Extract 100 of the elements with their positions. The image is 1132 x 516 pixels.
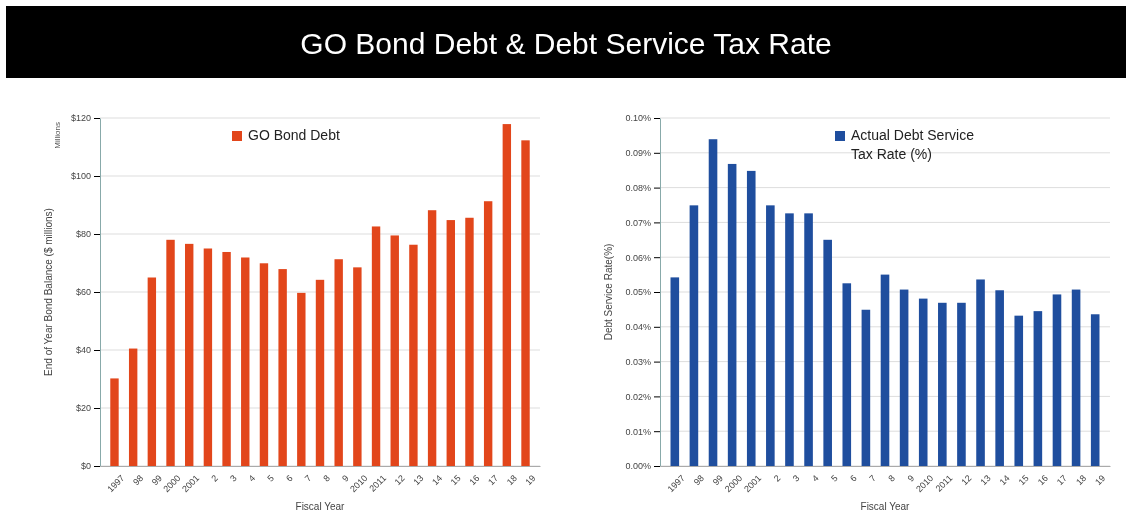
x-tick-label: 16 — [467, 472, 482, 488]
bar — [185, 243, 194, 466]
bar — [502, 124, 512, 466]
bar — [521, 140, 530, 466]
y-tick-label: 0.01% — [625, 426, 651, 437]
x-tick-label: 19 — [1093, 472, 1108, 488]
bar — [670, 277, 680, 466]
bar — [1052, 294, 1062, 466]
x-tick-label: 9 — [905, 472, 917, 484]
x-tick-label: 6 — [284, 472, 295, 484]
x-tick-label: 7 — [867, 472, 878, 484]
bar — [110, 378, 119, 466]
bar — [1090, 314, 1100, 466]
legend-label: Actual Debt Service Tax Rate (%) — [851, 127, 975, 162]
y-tick-label: $80 — [75, 229, 91, 240]
x-tick-label: 17 — [486, 472, 501, 488]
y-tick-label: $100 — [70, 171, 91, 182]
bar — [128, 348, 138, 466]
bar — [390, 235, 399, 466]
bar — [297, 292, 306, 466]
x-tick-label: 4 — [810, 472, 821, 484]
legend-label: GO Bond Debt — [248, 127, 340, 143]
bar — [427, 210, 437, 466]
bar — [995, 290, 1004, 466]
x-tick-label: 15 — [448, 472, 463, 488]
bar — [861, 309, 871, 466]
bar — [1071, 289, 1081, 466]
bar — [166, 239, 175, 466]
bar — [804, 213, 813, 466]
bar — [766, 205, 775, 466]
x-tick-label: 14 — [997, 472, 1012, 488]
bar — [222, 251, 231, 466]
bar — [689, 205, 699, 466]
bar — [918, 298, 928, 466]
bar — [823, 239, 832, 466]
y-tick-label: 0.00% — [625, 461, 651, 472]
y-tick-label: 0.03% — [625, 356, 651, 367]
x-tick-label: 7 — [302, 472, 314, 484]
x-tick-label: 2 — [771, 472, 783, 484]
bar — [746, 170, 756, 466]
bar — [147, 277, 157, 466]
bar — [708, 139, 718, 466]
bar — [957, 302, 966, 466]
bar — [1033, 311, 1043, 466]
x-tick-label: 2 — [209, 472, 220, 484]
y-tick-label: 0.07% — [625, 217, 651, 228]
x-tick-label: 18 — [504, 472, 519, 488]
bar — [899, 289, 909, 466]
y-tick-label: $20 — [75, 403, 91, 414]
x-tick-label: 13 — [978, 472, 993, 488]
x-axis-title: Fiscal Year — [295, 501, 346, 512]
y-tick-label: 0.04% — [625, 322, 651, 333]
bar — [315, 279, 325, 466]
y-tick-label: $40 — [75, 345, 91, 356]
x-tick-label: 12 — [959, 472, 974, 488]
bar — [409, 244, 418, 466]
bar — [880, 274, 890, 466]
x-tick-label: 3 — [228, 472, 239, 484]
y-tick-label: 0.05% — [625, 287, 651, 298]
bar — [785, 213, 794, 466]
bar — [278, 269, 287, 466]
x-tick-label: 98 — [691, 472, 706, 488]
x-tick-label: 99 — [149, 472, 164, 488]
x-tick-label: 3 — [790, 472, 802, 484]
x-tick-label: 16 — [1035, 472, 1050, 488]
x-tick-label: 99 — [710, 472, 726, 488]
y-tick-label: $120 — [70, 113, 91, 124]
bar — [259, 263, 269, 466]
x-tick-label: 13 — [411, 472, 426, 488]
bar — [1014, 315, 1024, 466]
x-tick-label: 18 — [1073, 472, 1089, 488]
x-tick-label: 19 — [523, 472, 538, 488]
y-tick-label: 0.08% — [625, 182, 651, 193]
y-tick-label: 0.09% — [625, 148, 651, 159]
y-tick-label: $0 — [80, 461, 91, 472]
bar — [446, 220, 455, 466]
bar — [241, 257, 250, 466]
text: Millions — [53, 122, 62, 149]
x-tick-label: 8 — [886, 472, 898, 484]
bar — [371, 226, 381, 466]
bar — [353, 267, 362, 466]
x-axis-title: Fiscal Year — [860, 501, 911, 512]
y-axis-title: End of Year Bond Balance ($ millions) — [43, 208, 54, 376]
x-tick-label: 6 — [848, 472, 859, 484]
y-tick-label: 0.02% — [625, 391, 651, 402]
y-tick-label: 0.06% — [625, 252, 651, 263]
y-tick-label: 0.10% — [625, 113, 651, 124]
x-tick-label: 14 — [430, 472, 445, 488]
bar — [203, 248, 213, 466]
bar — [465, 217, 474, 466]
x-tick-label: 98 — [131, 472, 146, 488]
bar — [727, 163, 737, 466]
bar — [334, 259, 343, 466]
x-tick-label: 9 — [340, 472, 351, 484]
y-tick-label: $60 — [75, 287, 91, 298]
x-tick-label: 8 — [321, 472, 333, 484]
bar — [483, 201, 493, 466]
x-tick-label: 17 — [1054, 472, 1070, 488]
x-tick-label: 15 — [1016, 472, 1031, 488]
y-axis-title: Debt Service Rate(%) — [603, 243, 614, 341]
